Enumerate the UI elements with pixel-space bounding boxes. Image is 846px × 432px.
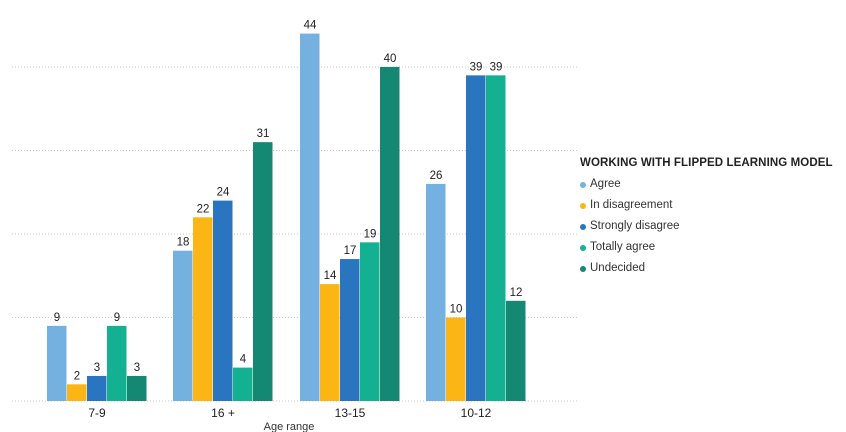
bar-strongly-disagree: [213, 200, 233, 401]
data-label: 14: [324, 270, 337, 282]
x-tick-labels: 7-9 16 + 13-15 10-12: [88, 406, 491, 420]
gridlines: [12, 66, 577, 402]
data-label: 17: [344, 245, 357, 257]
data-label: 9: [54, 312, 60, 324]
bar-totally-agree: [360, 242, 380, 401]
data-label: 40: [384, 53, 397, 65]
legend-items: Agree In disagreement Strongly disagree Tot…: [580, 174, 833, 279]
data-label: 9: [114, 312, 120, 324]
data-label: 18: [177, 237, 190, 249]
legend-label: Agree: [590, 178, 621, 190]
data-label: 44: [304, 20, 317, 32]
data-label: 4: [240, 354, 247, 366]
bar-in-disagreement: [67, 384, 87, 401]
data-label: 39: [470, 61, 483, 73]
bar-totally-agree: [486, 75, 506, 401]
legend-item: Undecided: [580, 258, 833, 279]
bar-agree: [300, 33, 320, 401]
bar-strongly-disagree: [87, 375, 107, 401]
bar-totally-agree: [107, 325, 127, 401]
bar-in-disagreement: [320, 284, 340, 401]
data-label: 24: [217, 187, 230, 199]
data-label: 19: [364, 228, 377, 240]
legend-title: WORKING WITH FLIPPED LEARNING MODEL: [580, 157, 833, 169]
legend-label: Undecided: [590, 262, 645, 274]
x-tick-label: 10-12: [461, 406, 492, 420]
bar-strongly-disagree: [466, 75, 486, 401]
bar-in-disagreement: [446, 317, 466, 401]
legend-item: Agree: [580, 174, 833, 195]
bar-strongly-disagree: [340, 259, 360, 401]
data-label: 39: [490, 61, 503, 73]
legend-item: In disagreement: [580, 195, 833, 216]
bar-undecided: [127, 375, 147, 401]
legend-swatch: [580, 181, 586, 188]
legend-swatch: [580, 202, 586, 209]
legend-label: Totally agree: [590, 241, 656, 253]
legend-swatch: [580, 244, 586, 251]
x-tick-label: 7-9: [88, 406, 106, 420]
data-label: 3: [94, 362, 100, 374]
x-tick-label: 16 +: [211, 406, 235, 420]
bar-in-disagreement: [193, 217, 213, 401]
data-label: 12: [510, 287, 523, 299]
x-tick-label: 13-15: [335, 406, 366, 420]
bar-agree: [173, 250, 193, 401]
x-axis-label: Age range: [264, 421, 315, 432]
bar-undecided: [506, 300, 526, 401]
legend: WORKING WITH FLIPPED LEARNING MODEL Agre…: [580, 157, 833, 279]
legend-item: Totally agree: [580, 237, 833, 258]
bar-undecided: [380, 67, 400, 401]
legend-swatch: [580, 223, 586, 230]
bar-agree: [47, 325, 67, 401]
data-label: 31: [257, 128, 270, 140]
data-label: 10: [450, 304, 463, 316]
legend-swatch: [580, 265, 586, 272]
legend-label: In disagreement: [590, 199, 673, 211]
bar-totally-agree: [233, 367, 253, 401]
legend-label: Strongly disagree: [590, 220, 680, 232]
legend-item: Strongly disagree: [580, 216, 833, 237]
data-label: 26: [430, 170, 443, 182]
data-label: 3: [134, 362, 140, 374]
bars: [47, 33, 526, 401]
bar-agree: [426, 183, 446, 401]
bar-undecided: [253, 142, 273, 401]
data-label: 22: [197, 203, 210, 215]
data-label: 2: [74, 370, 80, 382]
